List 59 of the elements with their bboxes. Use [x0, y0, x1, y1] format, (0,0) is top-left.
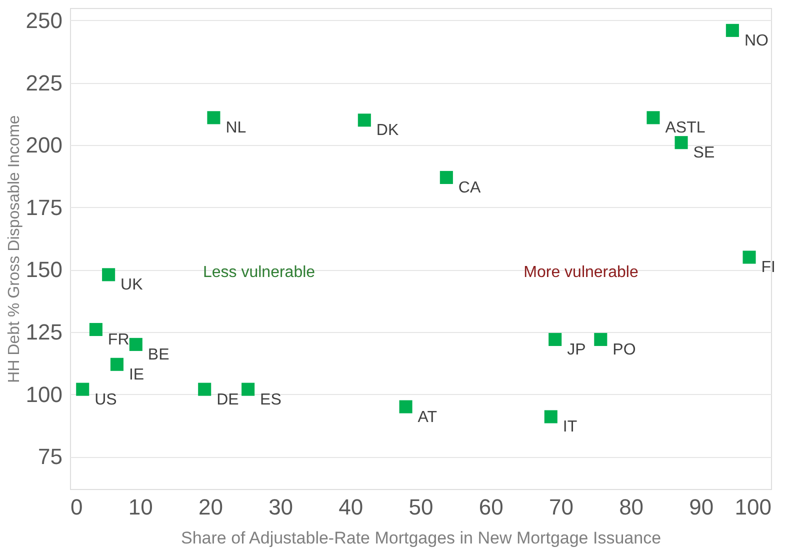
- annotation: NO: [744, 32, 768, 50]
- y-tick-label: 125: [26, 319, 62, 344]
- x-tick-label: 90: [689, 494, 714, 520]
- point: [399, 400, 412, 414]
- annotation: Less vulnerable: [202, 264, 316, 281]
- y-tick-label: 150: [26, 257, 62, 282]
- x-tick-label: 100: [734, 494, 772, 520]
- point: [742, 250, 756, 264]
- annotation: UK: [120, 276, 144, 294]
- annotation: More vulnerable: [524, 264, 638, 281]
- point: [646, 111, 660, 124]
- point: [110, 358, 124, 371]
- annotation: PO: [612, 341, 636, 358]
- annotation: NL: [226, 120, 246, 137]
- point: [207, 111, 220, 124]
- annotation: ASTL: [665, 120, 706, 137]
- point: [726, 24, 739, 37]
- point: [89, 322, 102, 336]
- x-tick-label: 50: [408, 494, 434, 520]
- x-tick-label: 80: [619, 494, 644, 520]
- y-tick-label: 100: [26, 382, 62, 407]
- point: [544, 410, 558, 424]
- point: [358, 114, 371, 127]
- annotation: SE: [693, 144, 715, 162]
- point: [76, 382, 90, 396]
- x-tick-label: 10: [128, 494, 153, 520]
- x-tick-label: 20: [198, 494, 223, 520]
- point: [548, 332, 562, 346]
- y-tick-label: 250: [26, 8, 62, 33]
- annotation: FI: [761, 259, 776, 276]
- x-tick-label: 60: [478, 494, 504, 520]
- y-axis-title: HH Debt % Gross Disposable Income: [6, 115, 23, 383]
- annotation: AT: [418, 408, 438, 426]
- annotation: CA: [458, 179, 481, 196]
- point: [242, 382, 255, 396]
- annotation: DE: [216, 391, 239, 408]
- x-tick-label: 0: [70, 494, 83, 520]
- x-tick-label: 40: [338, 494, 364, 520]
- y-tick-label: 75: [38, 444, 62, 470]
- annotation: DK: [376, 122, 399, 140]
- point: [102, 268, 116, 282]
- annotation: IT: [562, 418, 578, 436]
- annotation: US: [94, 391, 117, 408]
- point: [594, 332, 608, 346]
- annotation: JP: [567, 341, 586, 358]
- point: [440, 170, 453, 184]
- y-tick-label: 225: [26, 70, 62, 96]
- y-tick-label: 175: [26, 194, 62, 220]
- annotation: IE: [128, 366, 144, 384]
- annotation: FR: [108, 331, 130, 348]
- point: [198, 382, 212, 396]
- annotation: ES: [260, 391, 282, 408]
- x-tick-label: 70: [548, 494, 574, 520]
- y-tick-label: 200: [26, 132, 62, 158]
- point: [129, 338, 142, 351]
- x-axis-title: Share of Adjustable-Rate Mortgages in New Mortgage Issuance: [180, 528, 662, 548]
- annotation: BE: [148, 346, 170, 364]
- x-tick-label: 30: [268, 494, 294, 520]
- point: [674, 136, 688, 150]
